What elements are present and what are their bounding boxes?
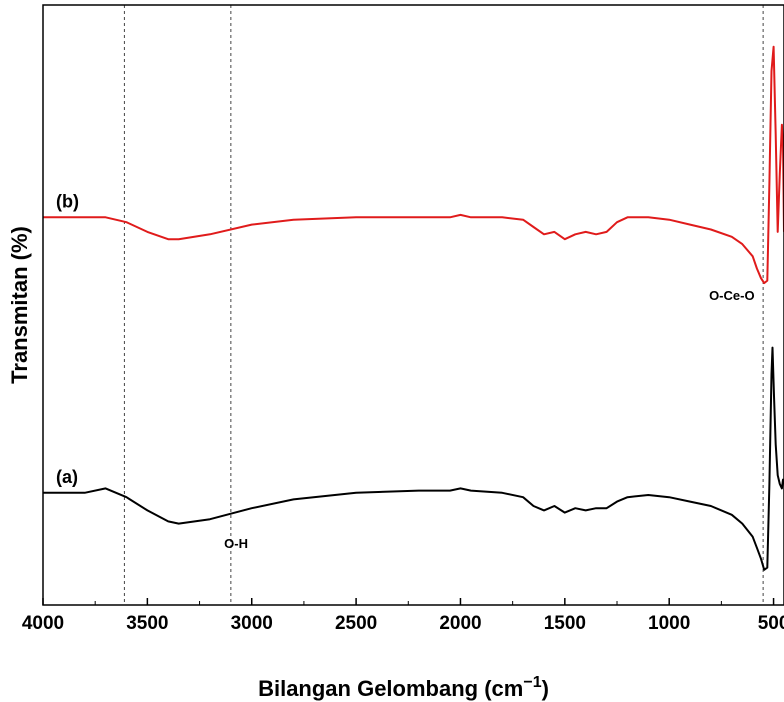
x-axis-title-superscript: −1 [523, 674, 541, 691]
reference-lines [123, 5, 764, 605]
x-tick-label-4: 2000 [439, 613, 481, 634]
x-tick-label-2: 3000 [231, 613, 273, 634]
x-axis-title-main: Bilangan Gelombang (cm [258, 676, 523, 701]
series-group: (a) (b) [43, 45, 784, 571]
x-tick-label-7: 500 [758, 613, 784, 634]
x-axis-title: Bilangan Gelombang (cm−1) [258, 674, 549, 701]
x-tick-label-1: 3500 [126, 613, 168, 634]
x-tick-label-5: 1500 [544, 613, 586, 634]
x-axis-title-suffix: ) [542, 676, 549, 701]
series-line-1 [43, 45, 784, 285]
x-axis-ticks: 4000 3500 3000 2500 2000 1500 1000 500 [22, 598, 784, 634]
x-tick-label-0: 4000 [22, 613, 64, 634]
series-label-1: (b) [56, 191, 79, 211]
series-label-0: (a) [56, 467, 78, 487]
annotations: O-H O-Ce-O [224, 288, 754, 551]
y-axis-title: Transmitan (%) [7, 226, 32, 384]
x-tick-label-3: 2500 [335, 613, 377, 634]
x-tick-label-6: 1000 [648, 613, 690, 634]
plot-frame [42, 4, 784, 606]
annotation-1: O-Ce-O [709, 288, 755, 303]
series-line-0 [43, 346, 784, 571]
annotation-0: O-H [224, 536, 248, 551]
